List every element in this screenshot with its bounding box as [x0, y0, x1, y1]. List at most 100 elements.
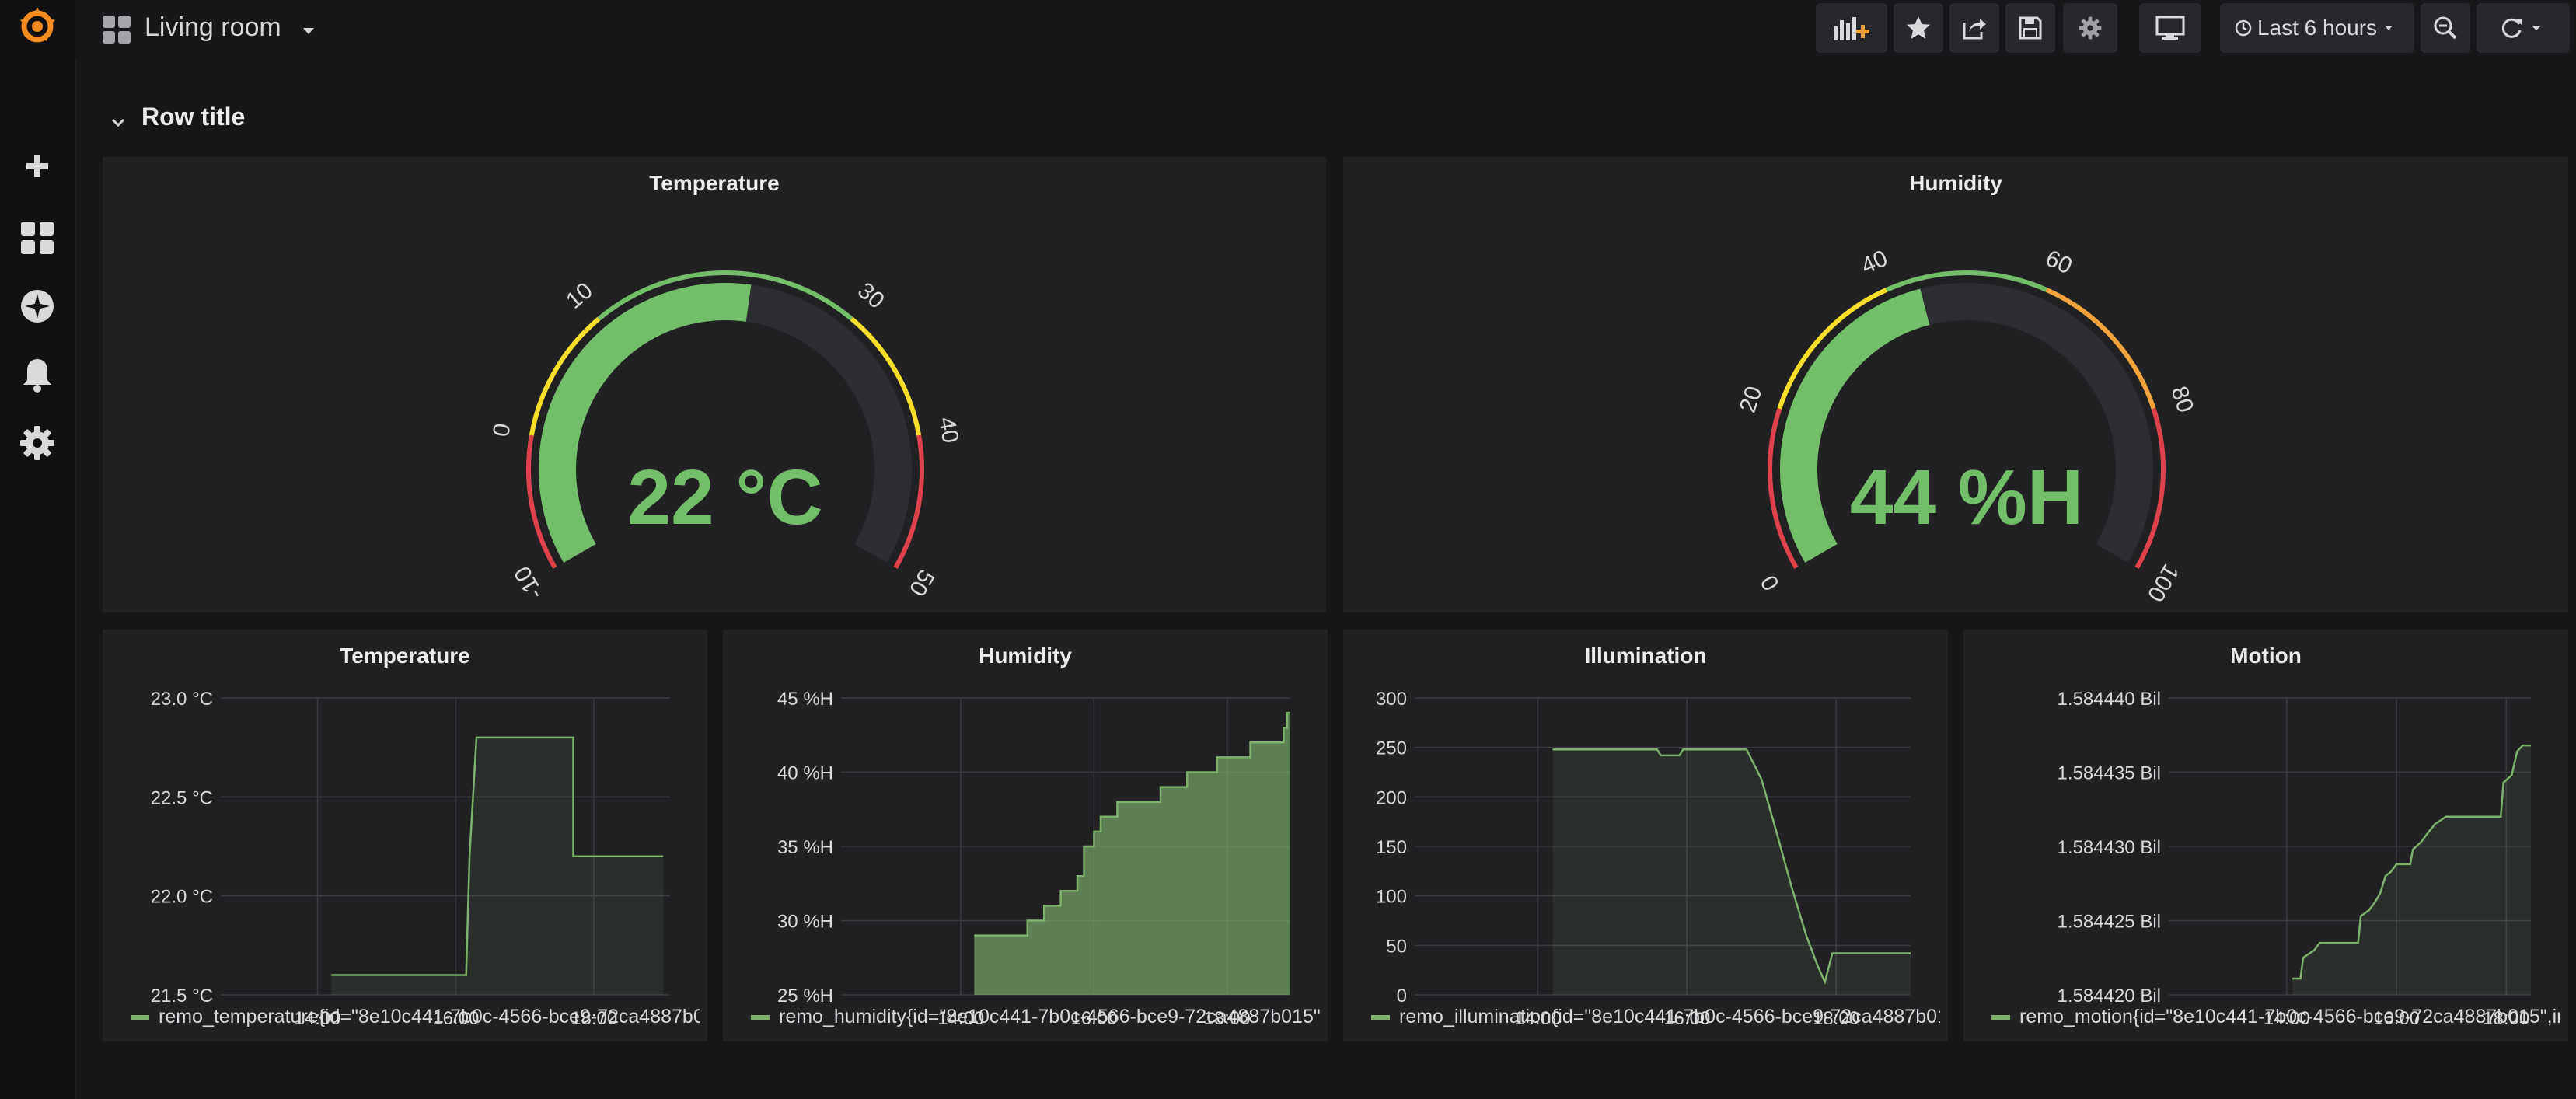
configuration-gear-icon[interactable] [14, 420, 61, 466]
series-line [2292, 744, 2531, 980]
zoom-out-button[interactable] [2421, 3, 2470, 53]
y-tick-label: 22.0 °C [151, 887, 213, 908]
illumination-graph: 0 50 100 150 200 250 300 14:00 16:00 18:00 [1376, 689, 1911, 1029]
panel-title[interactable]: Illumination [1584, 644, 1707, 668]
dashboards-icon[interactable] [14, 215, 61, 261]
time-range-label: Last 6 hours [2257, 16, 2378, 40]
monitor-icon [2155, 16, 2185, 40]
panel-title[interactable]: Temperature [649, 171, 780, 195]
series-name[interactable]: remo_motion{id="8e10c441-7b0c-4566-bce9-… [2019, 1006, 2560, 1027]
add-panel-icon [1834, 17, 1869, 40]
motion-graph-panel[interactable]: Motion 1.584420 Bil 1.584425 Bil 1.584430 … [1963, 630, 2568, 1041]
legend-item[interactable]: remo_temperature{id="8e10c441-7b0c-4566-… [131, 1006, 700, 1034]
gauge-threshold-band [2045, 288, 2156, 410]
create-plus-icon[interactable] [14, 143, 61, 190]
x-tick-label: 16:00 [1070, 1008, 1117, 1029]
y-tick-label: 50 [1386, 936, 1407, 957]
x-tick-label: 14:00 [2264, 1008, 2310, 1029]
series-name[interactable]: remo_temperature{id="8e10c441-7b0c-4566-… [159, 1006, 700, 1027]
gauge-threshold-band [850, 316, 922, 436]
y-tick-label: 23.0 °C [151, 689, 213, 710]
y-tick-label: 40 %H [777, 763, 833, 784]
y-tick-label: 1.584425 Bil [2058, 912, 2161, 933]
panel-title[interactable]: Humidity [979, 644, 1072, 668]
gauge-tick-label: 100 [2142, 560, 2184, 606]
caret-down-icon [2532, 26, 2541, 30]
x-tick-label: 14:00 [937, 1008, 984, 1029]
gauge-threshold-band [1885, 270, 2048, 292]
y-tick-label: 35 %H [777, 837, 833, 858]
dashboard-grid-icon [101, 14, 132, 45]
series-name[interactable]: remo_illumination{id="8e10c441-7b0c-4566… [1399, 1006, 1940, 1027]
grafana-logo-icon[interactable] [14, 3, 61, 50]
y-tick-label: 21.5 °C [151, 986, 213, 1007]
motion-graph: 1.584420 Bil 1.584425 Bil 1.584430 Bil 1.58… [2058, 689, 2531, 1029]
series-name[interactable]: remo_humidity{id="8e10c441-7b0c-4566-bce… [779, 1006, 1320, 1027]
series-line [331, 736, 664, 976]
view-mode-button[interactable] [2139, 3, 2201, 53]
y-tick-label: 100 [1376, 887, 1407, 908]
time-picker-button[interactable]: Last 6 hours [2220, 3, 2414, 53]
illumination-graph-panel[interactable]: Illumination 0 50 100 150 200 250 300 14:00 16:0… [1343, 630, 1948, 1041]
y-tick-label: 30 %H [777, 912, 833, 933]
series-area [331, 737, 664, 995]
series-color-swatch[interactable] [131, 1014, 149, 1020]
x-tick-label: 18:00 [2483, 1008, 2529, 1029]
temperature-graph-panel[interactable]: Temperature 21.5 °C 22.0 °C 22.5 °C 23.0 °C… [103, 630, 707, 1041]
y-tick-label: 300 [1376, 689, 1407, 710]
y-tick-label: 25 %H [777, 986, 833, 1007]
gauge-tick-label: 80 [2166, 383, 2198, 416]
gauge-tick-label: 10 [561, 277, 598, 314]
side-menu [0, 0, 76, 1099]
humidity-graph-panel[interactable]: Humidity 25 %H 30 %H 35 %H 40 %H 45 %H 14:00 1… [723, 630, 1328, 1041]
zoom-out-icon [2434, 16, 2457, 40]
temperature-gauge-panel[interactable]: Temperature -10 0 10 30 40 50 22 °C [103, 157, 1326, 612]
humidity-gauge-panel[interactable]: Humidity 0 20 40 60 80 100 44 %H [1343, 157, 2568, 612]
x-tick-label: 16:00 [1663, 1008, 1710, 1029]
caret-down-icon [2385, 26, 2393, 30]
add-panel-button[interactable] [1816, 3, 1887, 53]
legend-item[interactable]: remo_illumination{id="8e10c441-7b0c-4566… [1371, 1006, 1940, 1034]
gauge-threshold-band [526, 434, 557, 569]
panel-title[interactable]: Motion [2230, 644, 2302, 668]
share-icon [1963, 19, 1986, 40]
gauge-tick-label: 40 [934, 415, 963, 445]
settings-button[interactable] [2063, 3, 2117, 53]
refresh-button[interactable] [2477, 3, 2570, 53]
settings-gear-icon [2079, 16, 2102, 40]
y-tick-label: 1.584420 Bil [2058, 986, 2161, 1007]
gauge-tick-label: 40 [1857, 246, 1891, 280]
gauge-tick-label: 50 [904, 565, 939, 600]
humidity-graph: 25 %H 30 %H 35 %H 40 %H 45 %H 14:00 16:00 18:00 [777, 689, 1290, 1029]
series-color-swatch[interactable] [1991, 1014, 2010, 1020]
chevron-down-icon[interactable] [109, 113, 127, 132]
panel-title[interactable]: Humidity [1909, 171, 2002, 195]
temperature-gauge: -10 0 10 30 40 50 22 °C [488, 270, 963, 604]
y-tick-label: 150 [1376, 837, 1407, 858]
caret-down-icon[interactable] [303, 28, 314, 34]
x-tick-label: 18:00 [571, 1008, 617, 1029]
dashboard-title[interactable]: Living room [145, 12, 281, 42]
share-button[interactable] [1949, 3, 1999, 53]
star-button[interactable] [1894, 3, 1943, 53]
row-title: Row title [141, 103, 246, 131]
legend-item[interactable]: remo_humidity{id="8e10c441-7b0c-4566-bce… [751, 1006, 1320, 1034]
y-tick-label: 1.584440 Bil [2058, 689, 2161, 710]
gauge-tick-label: -10 [509, 562, 548, 604]
refresh-icon [2501, 18, 2522, 38]
gauge-tick-label: 0 [488, 421, 515, 438]
y-tick-label: 1.584435 Bil [2058, 763, 2161, 784]
panel-title[interactable]: Temperature [340, 644, 470, 668]
series-color-swatch[interactable] [1371, 1014, 1390, 1020]
legend-item[interactable]: remo_motion{id="8e10c441-7b0c-4566-bce9-… [1991, 1006, 2560, 1034]
alerting-bell-icon[interactable] [14, 351, 61, 398]
explore-compass-icon[interactable] [14, 283, 61, 330]
y-tick-label: 250 [1376, 738, 1407, 759]
save-button[interactable] [2005, 3, 2055, 53]
series-color-swatch[interactable] [751, 1014, 770, 1020]
save-icon [2019, 16, 2042, 40]
gauge-value-text: 22 °C [627, 454, 822, 541]
gauge-tick-label: 0 [1756, 570, 1785, 595]
gauge-tick-label: 20 [1735, 383, 1768, 416]
gauge-threshold-band [1768, 407, 1799, 569]
